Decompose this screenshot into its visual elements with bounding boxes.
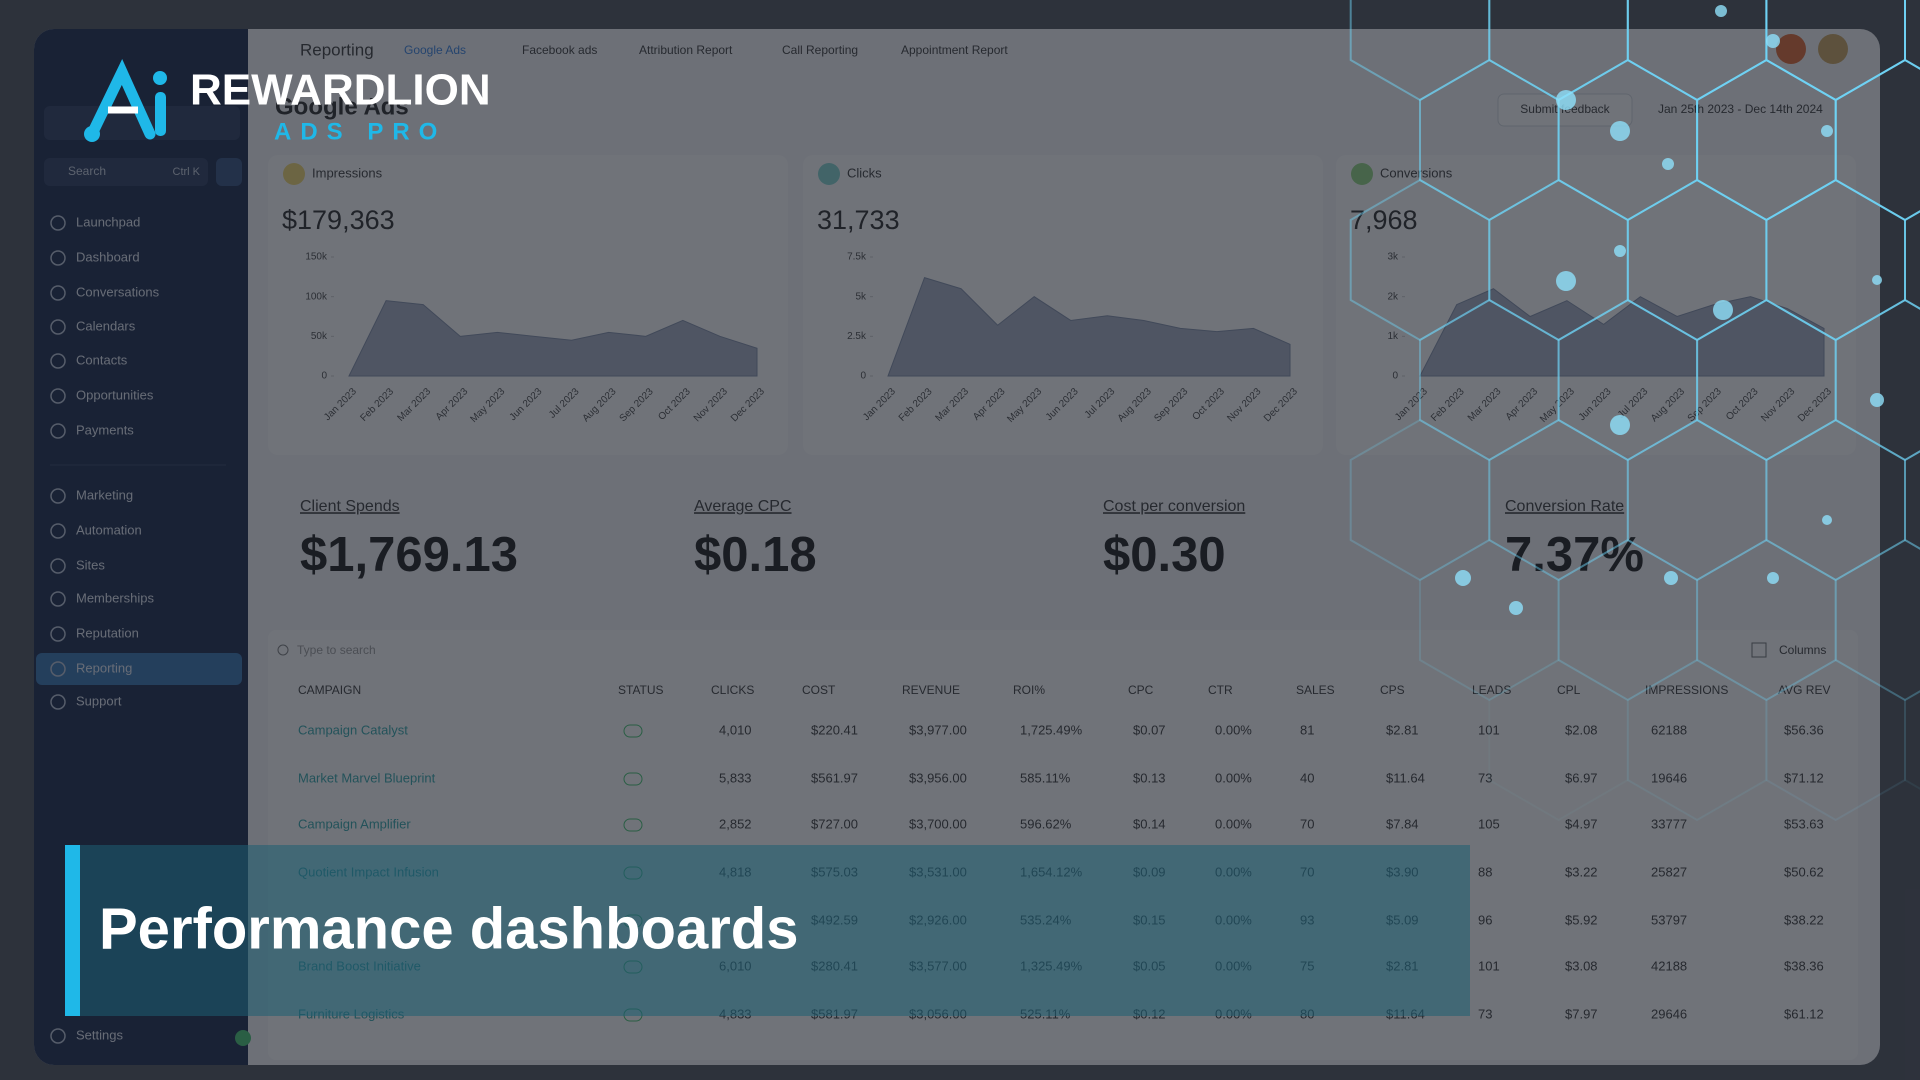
node-dot: [1870, 393, 1884, 407]
hexagon: [1834, 538, 1920, 702]
brand-name: REWARDLION: [190, 66, 491, 115]
node-dot: [1662, 158, 1674, 170]
hexagon: [1419, 538, 1560, 702]
node-dot: [1715, 5, 1727, 17]
node-dot: [1509, 601, 1523, 615]
hexagon: [1557, 538, 1699, 702]
hexagon: [1765, 418, 1906, 582]
node-dot: [1713, 300, 1733, 320]
node-dot: [1821, 125, 1833, 137]
hexagon: [1696, 538, 1837, 702]
hexagon: [1626, 418, 1768, 582]
node-dot: [1556, 271, 1576, 291]
hexagon: [1904, 210, 1920, 310]
node-dot: [1455, 570, 1471, 586]
node-dot: [1766, 34, 1780, 48]
brand-tagline: ADS PRO: [274, 118, 446, 145]
logo-icon: [84, 59, 167, 142]
node-dot: [1610, 121, 1630, 141]
node-dot: [1822, 515, 1832, 525]
hexagon: [1488, 658, 1629, 822]
node-dot: [1610, 415, 1630, 435]
hexagon: [1834, 298, 1920, 462]
hexagon: [1349, 418, 1491, 582]
node-dot: [1872, 275, 1882, 285]
node-dot: [1556, 90, 1576, 110]
hexagon: [1904, 690, 1920, 790]
caption-band: [65, 845, 1470, 1016]
hexagon: [1765, 658, 1906, 822]
caption: Performance dashboards: [99, 896, 798, 961]
node-dot: [1664, 571, 1678, 585]
hexagon: [1904, 450, 1920, 550]
hexagon: [1488, 418, 1629, 582]
node-dot: [1767, 572, 1779, 584]
node-dot: [1614, 245, 1626, 257]
hexagon: [1626, 658, 1768, 822]
caption-bar: [65, 845, 80, 1016]
